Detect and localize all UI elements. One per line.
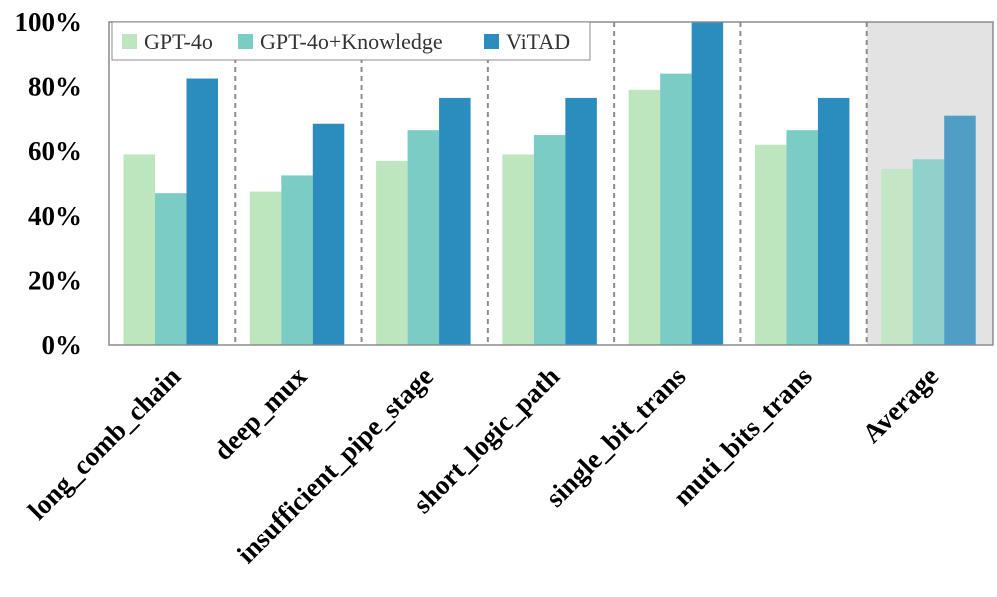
bar-vitad-insufficient-pipe-stage	[439, 97, 471, 345]
legend: GPT-4o GPT-4o+Knowledge ViTAD	[111, 21, 591, 61]
bar-vitad-short-logic-path	[565, 97, 597, 345]
bar-gpt-4o-single-bit-trans	[628, 89, 661, 345]
bar-vitad-single-bit-trans	[691, 22, 724, 345]
bar-vitad-deep-mux	[312, 123, 345, 346]
bar-gpt-4o-short-logic-path	[502, 154, 534, 345]
legend-label-vitad: ViTAD	[506, 29, 570, 54]
legend-label-gpt-4o: GPT-4o	[144, 29, 213, 54]
background-layer	[234, 22, 993, 345]
x-tick-label-deep-mux: deep_mux	[208, 361, 313, 466]
bar-vitad-average	[944, 115, 976, 345]
bar-gpt-4o-knowledge-single-bit-trans	[660, 73, 692, 346]
bar-gpt-4o-knowledge-insufficient-pipe-stage	[407, 130, 440, 345]
legend-box	[111, 21, 591, 61]
bar-vitad-long-comb-chain	[186, 78, 218, 346]
bar-gpt-4o-average	[881, 168, 913, 345]
y-tick-label: 40%	[28, 201, 82, 231]
bars-layer	[123, 22, 976, 346]
bar-gpt-4o-knowledge-muti-bits-trans	[786, 130, 818, 345]
bar-gpt-4o-knowledge-long-comb-chain	[155, 193, 187, 345]
bar-gpt-4o-knowledge-average	[912, 159, 945, 345]
legend-swatch-gpt-4o-knowledge	[238, 34, 253, 49]
bar-vitad-muti-bits-trans	[817, 97, 850, 345]
bar-gpt-4o-muti-bits-trans	[754, 144, 787, 345]
legend-swatch-gpt-4o	[122, 34, 137, 49]
y-tick-label: 80%	[28, 72, 82, 102]
bar-gpt-4o-deep-mux	[249, 191, 282, 345]
x-tick-label-average: Average	[856, 361, 944, 449]
bar-gpt-4o-knowledge-deep-mux	[281, 175, 313, 345]
bar-gpt-4o-insufficient-pipe-stage	[376, 160, 408, 345]
y-tick-label: 0%	[42, 330, 83, 360]
y-tick-label: 20%	[28, 265, 82, 295]
x-tick-label-long-comb-chain: long_comb_chain	[22, 361, 186, 525]
legend-swatch-vitad	[484, 34, 499, 49]
y-tick-label: 100%	[15, 7, 83, 37]
bar-gpt-4o-long-comb-chain	[123, 154, 155, 345]
legend-label-gpt-4o-knowledge: GPT-4o+Knowledge	[260, 29, 443, 54]
y-tick-label: 60%	[28, 136, 82, 166]
bar-gpt-4o-knowledge-short-logic-path	[533, 135, 566, 345]
